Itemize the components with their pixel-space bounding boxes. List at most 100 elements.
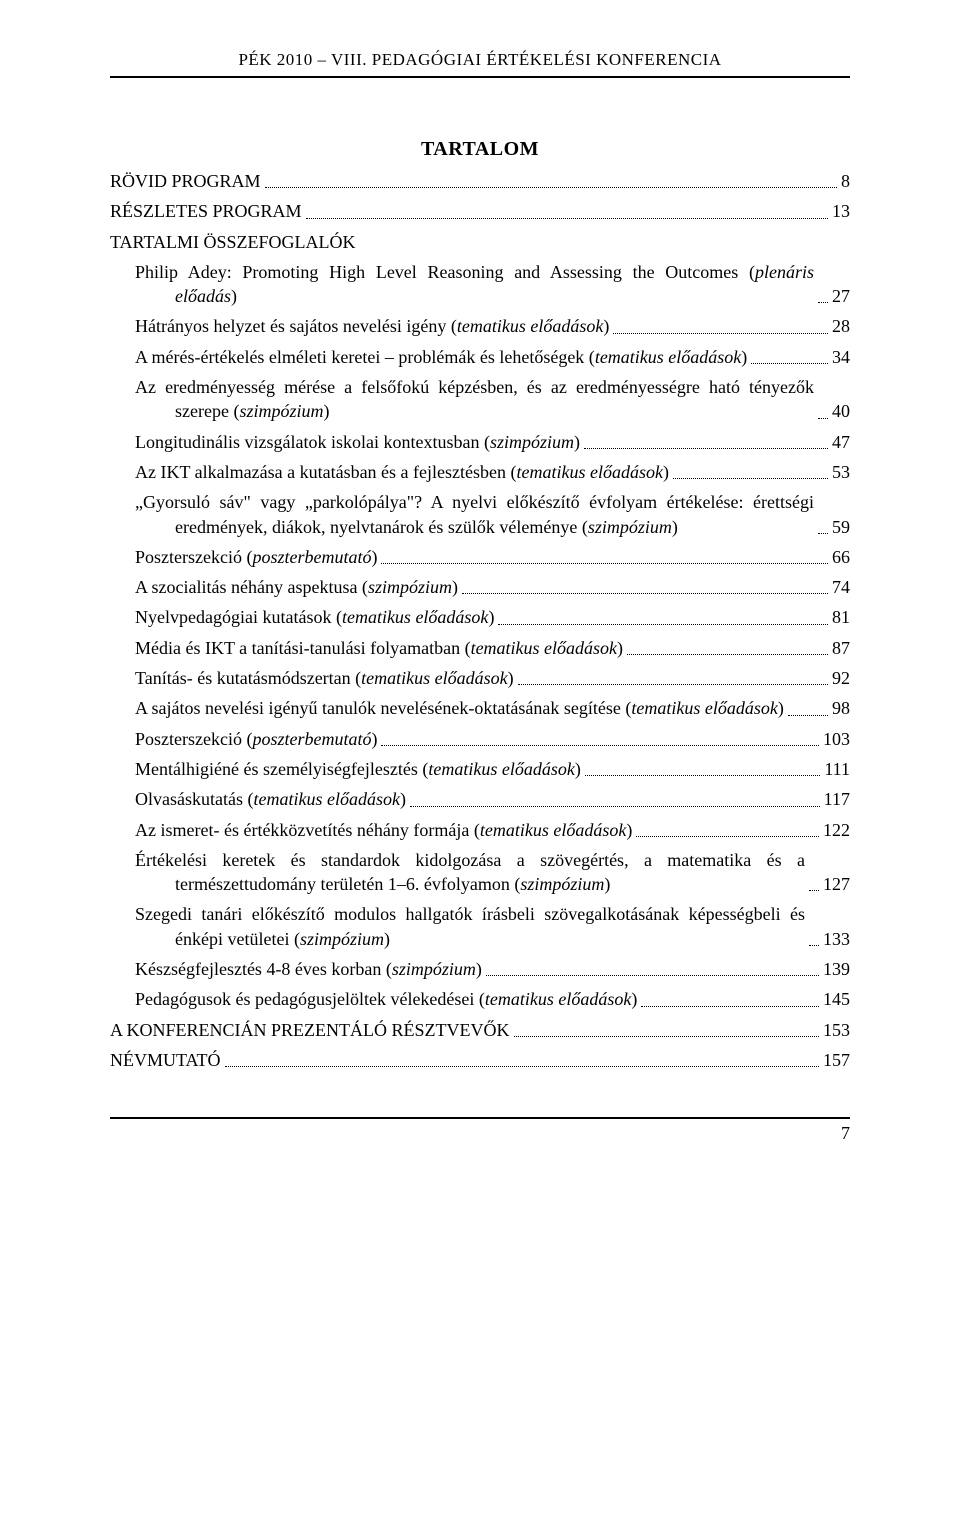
toc-leader [381, 745, 819, 746]
toc-leader [514, 1036, 820, 1037]
toc-entry: Az eredményesség mérése a felsőfokú képz… [135, 375, 850, 424]
toc-leader [584, 448, 828, 449]
toc-entry-page: 74 [832, 575, 850, 599]
toc-entry: Nyelvpedagógiai kutatások (tematikus elő… [135, 605, 850, 629]
toc-entry-page: 87 [832, 636, 850, 660]
toc-entry-label: Készségfejlesztés 4-8 éves korban (szimp… [135, 957, 482, 981]
toc-entry: Philip Adey: Promoting High Level Reason… [135, 260, 850, 309]
toc-entry-label: Tanítás- és kutatásmódszertan (tematikus… [135, 666, 514, 690]
footer-rule [110, 1117, 850, 1119]
toc-title: TARTALOM [110, 138, 850, 161]
toc-entry-page: 98 [832, 696, 850, 720]
toc-entry-label: A szocialitás néhány aspektusa (szimpózi… [135, 575, 458, 599]
toc-entry: Az IKT alkalmazása a kutatásban és a fej… [135, 460, 850, 484]
toc-entry: Készségfejlesztés 4-8 éves korban (szimp… [135, 957, 850, 981]
toc-entry-label: Hátrányos helyzet és sajátos nevelési ig… [135, 314, 609, 338]
toc-leader [585, 775, 820, 776]
toc-entry: RÉSZLETES PROGRAM 13 [110, 199, 850, 223]
toc-entry-page: 133 [823, 927, 850, 951]
toc-entry-page: 122 [823, 818, 850, 842]
toc-leader [462, 593, 828, 594]
toc-leader [788, 715, 828, 716]
toc-entry-label: Szegedi tanári előkészítő modulos hallga… [135, 902, 805, 951]
toc-entry: Értékelési keretek és standardok kidolgo… [135, 848, 850, 897]
toc-entry: Pedagógusok és pedagógusjelöltek véleked… [135, 987, 850, 1011]
toc-leader [486, 975, 819, 976]
toc-entry: Longitudinális vizsgálatok iskolai konte… [135, 430, 850, 454]
toc-entry-page: 34 [832, 345, 850, 369]
toc-entry-page: 103 [823, 727, 850, 751]
toc-entry: A szocialitás néhány aspektusa (szimpózi… [135, 575, 850, 599]
toc-entry-page: 27 [832, 284, 850, 308]
toc-entry-page: 13 [832, 199, 850, 223]
toc-leader [265, 187, 837, 188]
toc-entry-label: Az IKT alkalmazása a kutatásban és a fej… [135, 460, 669, 484]
toc-entry-page: 28 [832, 314, 850, 338]
header-rule [110, 76, 850, 78]
toc-entry-page: 153 [823, 1018, 850, 1042]
toc-entry-label: RÖVID PROGRAM [110, 169, 261, 193]
toc-entry: Olvasáskutatás (tematikus előadások) 117 [135, 787, 850, 811]
toc-entry-label: Philip Adey: Promoting High Level Reason… [135, 260, 814, 309]
toc-leader [809, 890, 819, 891]
toc-entry: Az ismeret- és értékközvetítés néhány fo… [135, 818, 850, 842]
toc-entry-page: 40 [832, 399, 850, 423]
toc-entry: „Gyorsuló sáv" vagy „parkolópálya"? A ny… [135, 490, 850, 539]
toc-entry-label: Poszterszekció (poszterbemutató) [135, 727, 377, 751]
toc-entry-label: Olvasáskutatás (tematikus előadások) [135, 787, 406, 811]
toc-entry: A KONFERENCIÁN PREZENTÁLÓ RÉSZTVEVŐK 153 [110, 1018, 850, 1042]
toc-entry-label: TARTALMI ÖSSZEFOGLALÓK [110, 230, 356, 254]
toc-entry-page: 127 [823, 872, 850, 896]
toc-entry-page: 111 [824, 757, 850, 781]
toc-leader [613, 333, 828, 334]
toc-entry-page: 53 [832, 460, 850, 484]
toc-entry: RÖVID PROGRAM 8 [110, 169, 850, 193]
toc-leader [518, 684, 828, 685]
toc-entry: Mentálhigiéné és személyiségfejlesztés (… [135, 757, 850, 781]
toc-entry-label: Média és IKT a tanítási-tanulási folyama… [135, 636, 623, 660]
toc-entry-label: NÉVMUTATÓ [110, 1048, 221, 1072]
toc-leader [641, 1006, 819, 1007]
toc-entry-page: 81 [832, 605, 850, 629]
toc-entry: NÉVMUTATÓ 157 [110, 1048, 850, 1072]
toc-leader [818, 533, 828, 534]
toc-leader [809, 945, 819, 946]
toc-entry: TARTALMI ÖSSZEFOGLALÓK [110, 230, 850, 254]
toc-entry-label: Az eredményesség mérése a felsőfokú képz… [135, 375, 814, 424]
toc-entry-label: Poszterszekció (poszterbemutató) [135, 545, 377, 569]
toc-leader [636, 836, 819, 837]
page-number: 7 [110, 1123, 850, 1144]
toc-entry-label: A mérés-értékelés elméleti keretei – pro… [135, 345, 747, 369]
toc-leader [673, 478, 828, 479]
toc-entry-page: 8 [841, 169, 850, 193]
toc-entry-label: Mentálhigiéné és személyiségfejlesztés (… [135, 757, 581, 781]
toc-entry: Tanítás- és kutatásmódszertan (tematikus… [135, 666, 850, 690]
toc-entry-label: Az ismeret- és értékközvetítés néhány fo… [135, 818, 632, 842]
toc-leader [627, 654, 828, 655]
toc-leader [818, 418, 828, 419]
toc-entry-label: A sajátos nevelési igényű tanulók nevelé… [135, 696, 784, 720]
toc-entry-page: 59 [832, 515, 850, 539]
toc-entry-page: 66 [832, 545, 850, 569]
toc-entry-page: 157 [823, 1048, 850, 1072]
toc-entry-label: A KONFERENCIÁN PREZENTÁLÓ RÉSZTVEVŐK [110, 1018, 510, 1042]
toc-entry: A mérés-értékelés elméleti keretei – pro… [135, 345, 850, 369]
toc-entry-label: Pedagógusok és pedagógusjelöltek véleked… [135, 987, 637, 1011]
toc-leader [225, 1066, 819, 1067]
toc-entry: A sajátos nevelési igényű tanulók nevelé… [135, 696, 850, 720]
toc-entry: Poszterszekció (poszterbemutató) 103 [135, 727, 850, 751]
toc-leader [498, 624, 828, 625]
toc-leader [381, 563, 828, 564]
toc-entry-page: 92 [832, 666, 850, 690]
toc-entry-label: „Gyorsuló sáv" vagy „parkolópálya"? A ny… [135, 490, 814, 539]
toc-entry: Szegedi tanári előkészítő modulos hallga… [135, 902, 850, 951]
toc-entry: Poszterszekció (poszterbemutató) 66 [135, 545, 850, 569]
toc-entry-page: 145 [823, 987, 850, 1011]
toc-entry-page: 47 [832, 430, 850, 454]
running-header: PÉK 2010 – VIII. PEDAGÓGIAI ÉRTÉKELÉSI K… [110, 50, 850, 70]
toc-entry-label: Longitudinális vizsgálatok iskolai konte… [135, 430, 580, 454]
toc-leader [751, 363, 828, 364]
table-of-contents: RÖVID PROGRAM 8 RÉSZLETES PROGRAM 13 TARTA… [110, 169, 850, 1072]
toc-leader [818, 302, 828, 303]
toc-entry-page: 117 [824, 787, 850, 811]
